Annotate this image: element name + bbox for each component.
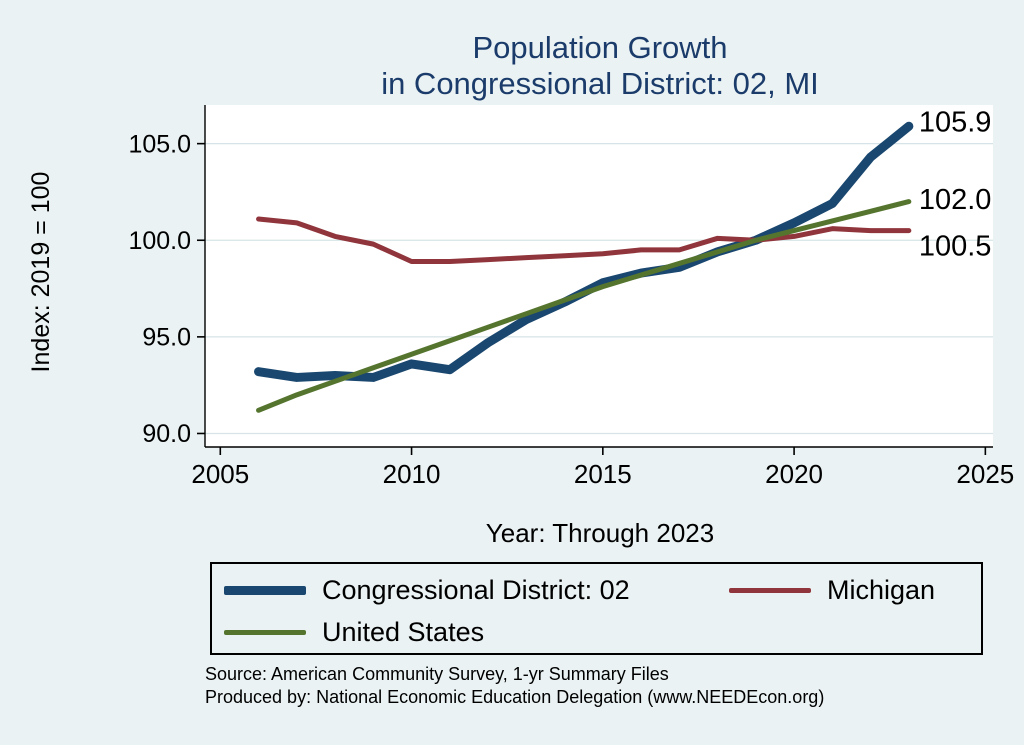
x-tick-label: 2025 (956, 459, 1014, 489)
y-tick-label: 95.0 (142, 324, 191, 352)
end-value-label-1: 100.5 (919, 231, 992, 263)
series-line-2 (256, 199, 912, 413)
chart-legend: Congressional District: 02 Michigan Unit… (210, 562, 983, 655)
produced-by-note: Produced by: National Economic Education… (205, 687, 825, 707)
legend-label-united-states: United States (322, 616, 485, 647)
legend-line-sample-united-states (224, 629, 306, 635)
chart-title-line2: in Congressional District: 02, MI (381, 66, 819, 101)
end-value-label-2: 102.0 (919, 184, 992, 216)
y-tick-label: 90.0 (142, 420, 191, 448)
chart-title: Population Growth in Congressional Distr… (205, 30, 995, 102)
chart-notes: Source: American Community Survey, 1-yr … (205, 663, 995, 709)
legend-line-sample-michigan (729, 587, 811, 593)
source-note: Source: American Community Survey, 1-yr … (205, 664, 669, 684)
chart-title-line1: Population Growth (472, 30, 728, 65)
legend-item-united-states: United States (224, 617, 729, 648)
x-tick-label: 2020 (765, 459, 823, 489)
legend-label-congressional-district: Congressional District: 02 (322, 574, 630, 605)
legend-row-1: Congressional District: 02 Michigan (224, 571, 981, 609)
x-tick-label: 2010 (383, 459, 441, 489)
legend-item-michigan: Michigan (729, 575, 935, 606)
y-tick-label: 100.0 (128, 227, 191, 255)
y-axis-label: Index: 2019 = 100 (27, 171, 55, 373)
x-axis-label: Year: Through 2023 (485, 518, 715, 548)
x-tick-label: 2015 (574, 459, 632, 489)
legend-row-2: United States (224, 613, 981, 651)
end-value-label-0: 105.9 (919, 106, 992, 138)
legend-label-michigan: Michigan (827, 574, 936, 605)
x-tick-label: 2005 (191, 459, 249, 489)
y-tick-label: 105.0 (128, 130, 191, 158)
series-line-1 (256, 216, 912, 265)
legend-item-congressional-district: Congressional District: 02 (224, 575, 729, 606)
legend-line-sample-congressional-district (224, 585, 306, 595)
